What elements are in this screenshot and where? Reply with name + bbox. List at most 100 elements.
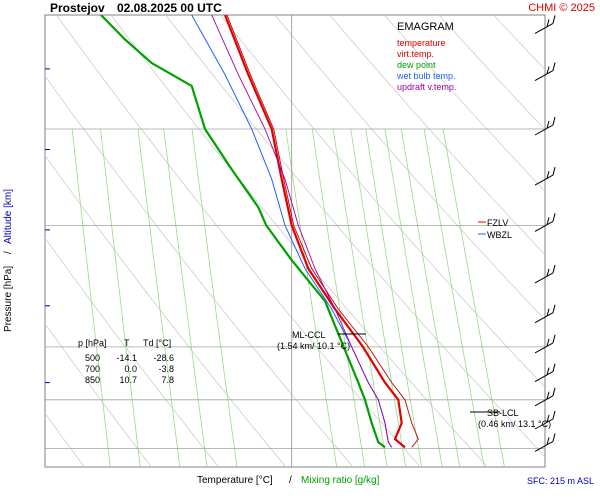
x-axis-label-temp: Temperature [°C] [197,475,273,486]
mixing-ratio-line [350,128,407,467]
dry-adiabat [45,237,220,467]
mixing-ratio-line [285,128,338,467]
mixing-ratio-line [137,128,181,467]
wbzl-label: WBZL [487,230,512,240]
wind-barb-flag [546,437,550,445]
wind-barb-shaft [534,124,554,136]
wind-barb-flag [552,15,556,24]
wind-barb-flag [552,213,556,222]
dry-adiabat [219,15,545,388]
wind-barb-flag [546,170,550,179]
wind-barb-shaft [534,371,554,383]
wind-barb [534,62,556,82]
mixing-ratio-line [442,128,505,467]
dry-adiabat [383,15,545,192]
wind-barbs [534,15,556,452]
wind-barb [534,334,556,354]
wind-barb [534,213,556,232]
mixing-ratio-line [423,128,485,467]
dry-adiabat [165,15,545,458]
wind-barb [534,166,556,186]
wind-barb [534,15,556,34]
wind-barb [534,387,556,407]
ml-ccl-value: (1.54 km/ 10.1 °C) [277,341,350,351]
legend-item-temperature: temperature [397,38,446,48]
wind-barb-shaft [534,440,554,452]
wind-barb-shaft [534,342,554,354]
mixing-ratio-line [100,128,141,467]
table-header-t: T [124,338,130,348]
mixing-ratio-line [332,128,388,467]
wind-barb-shaft [534,312,554,324]
y-axis-label-sep: / [3,251,14,254]
wind-barb [534,363,556,383]
wind-barb [534,264,556,284]
mixing-ratio-line [191,128,238,467]
table-cell: -3.8 [158,364,174,374]
wind-barb-flag [552,334,556,344]
table-cell: 850 [85,375,100,385]
wind-barb [534,116,556,136]
dry-adiabat [438,15,545,131]
wind-barb-flag [552,304,556,313]
sb-lcl-value: (0.46 km/ 13.1 °C) [478,419,551,429]
wind-barb-flag [552,433,556,442]
plot-area [44,14,546,468]
wind-barb-flag [546,120,550,129]
legend-item-updraft: updraft v.temp. [397,82,456,92]
wind-barb-flag [552,410,556,420]
wind-barb-shaft [534,272,554,284]
wind-barb [534,433,556,452]
wind-barb-shaft [534,220,554,232]
dry-adiabat [55,15,421,467]
wind-barb-flag [552,363,556,372]
station-title: Prostejov [50,1,105,15]
series-line-dew-point [100,15,386,449]
wind-barb [534,304,556,324]
ticks-layer [45,68,50,384]
series-line-temperature [223,15,406,449]
wind-barb-shaft [534,418,554,430]
mixing-ratio-line [71,128,111,467]
level-table: p [hPa] T Td [°C] 500 -14.1 -28.6 700 0.… [78,338,174,385]
dry-adiabat [45,323,152,467]
series-layer [100,15,419,449]
series-line-updraft-v-temp [211,15,393,448]
dry-adiabat [110,15,489,467]
grid-layer [45,0,600,473]
fzlv-label: FZLV [487,218,508,228]
dry-adiabat [524,0,600,473]
series-line-virt-temp [226,15,419,448]
wind-barb [534,410,556,430]
dry-adiabat [329,15,545,256]
table-cell: -14.1 [116,353,137,363]
wind-barb-flag [546,338,550,347]
datetime-title: 02.08.2025 00 UTC [117,1,222,15]
legend: EMAGRAM temperature virt.temp. dew point… [396,21,456,92]
y-axis-label-alt: Altitude [km] [3,189,14,244]
dry-adiabat [45,75,354,467]
table-cell: 500 [85,353,100,363]
wind-barb-flag [546,268,550,277]
sfc-note: SFC: 215 m ASL [527,476,594,486]
wind-barb-shaft [534,22,554,34]
wind-barb-flag [546,367,550,376]
sb-lcl-label: SB-LCL [487,408,519,418]
wind-barb-flag [546,217,550,225]
mixing-ratio-line [384,128,443,467]
table-cell: 10.7 [119,375,137,385]
dry-adiabat [45,412,85,467]
level-markers: FZLV WBZL ML-CCL (1.54 km/ 10.1 °C) SB-L… [277,218,551,429]
wind-barb-shaft [534,174,554,186]
wind-barb-flag [552,62,556,71]
wind-barb-flag [546,19,550,27]
dry-adiabat [274,15,545,321]
wind-barb-flag [546,66,550,75]
legend-title: EMAGRAM [397,21,454,33]
dry-adiabat [578,0,600,473]
legend-item-virt-temp: virt.temp. [397,49,434,59]
wind-barb-flag [552,387,556,396]
table-header-p: p [hPa] [78,338,107,348]
wind-barb-shaft [534,395,554,407]
